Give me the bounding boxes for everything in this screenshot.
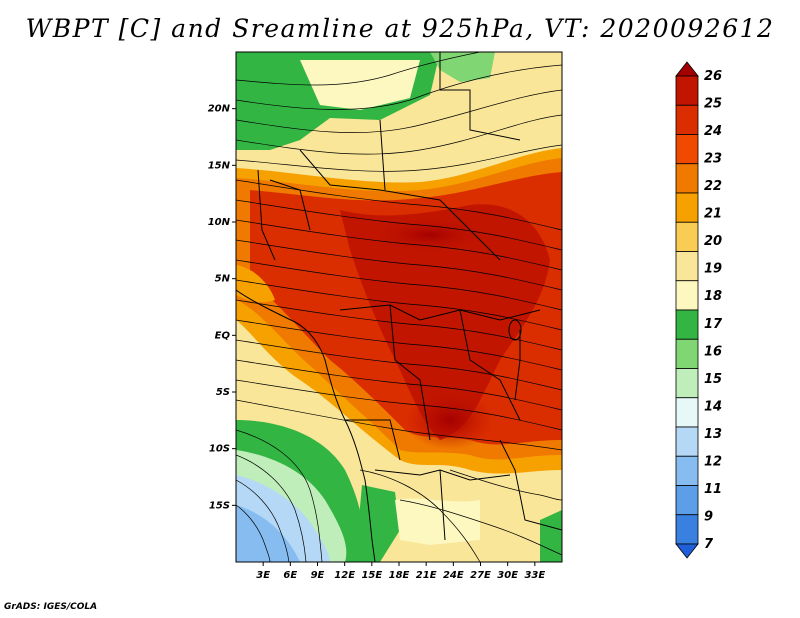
country-borders <box>236 52 562 562</box>
colorbar-swatch <box>675 192 699 223</box>
colorbar-swatch <box>675 134 699 165</box>
colorbar-label: 13 <box>704 427 722 442</box>
colorbar-swatch <box>675 251 699 282</box>
wbpt-field <box>236 52 562 562</box>
colorbar-swatch <box>675 543 699 559</box>
colorbar-swatch <box>675 397 699 428</box>
colorbar-swatch <box>675 514 699 545</box>
colorbar-swatch <box>675 309 699 340</box>
colorbar-label: 12 <box>704 454 722 469</box>
footer-credit: GrADS: IGES/COLA <box>4 602 98 612</box>
colorbar-label: 16 <box>704 344 722 359</box>
lon-tick-label: 33E <box>524 570 545 581</box>
chart-title: WBPT [C] and Sreamline at 925hPa, VT: 20… <box>25 14 775 43</box>
streamlines <box>236 52 562 562</box>
lon-tick-label: 15E <box>361 570 382 581</box>
colorbar-swatch <box>675 368 699 399</box>
lat-tick-label: EQ <box>215 330 231 341</box>
longitude-axis: 3E 6E 9E 12E 15E 18E 21E 24E 27E 30E 33E <box>256 562 545 581</box>
lat-tick-label: 15S <box>209 500 230 511</box>
colorbar-swatch <box>675 485 699 516</box>
lat-tick-label: 20N <box>208 104 231 115</box>
lon-tick-label: 24E <box>443 570 464 581</box>
lon-tick-label: 12E <box>334 570 355 581</box>
lat-tick-label: 5N <box>215 274 231 285</box>
lon-tick-label: 18E <box>389 570 410 581</box>
colorbar-label: 19 <box>704 262 722 277</box>
lon-tick-label: 6E <box>283 570 297 581</box>
lat-tick-label: 10N <box>208 217 231 228</box>
lon-tick-label: 27E <box>470 570 491 581</box>
colorbar-swatch <box>675 75 699 106</box>
colorbar-label: 11 <box>704 482 722 497</box>
lat-tick-label: 10S <box>209 444 230 455</box>
colorbar-label: 21 <box>704 207 722 222</box>
lat-tick-label: 15N <box>208 160 231 171</box>
lon-tick-label: 30E <box>497 570 518 581</box>
lat-tick-label: 5S <box>216 387 230 398</box>
colorbar-swatch <box>675 455 699 486</box>
colorbar-label: 7 <box>704 537 714 552</box>
lon-tick-label: 21E <box>416 570 437 581</box>
colorbar-swatch <box>675 104 699 135</box>
colorbar-label: 24 <box>704 124 722 139</box>
colorbar-swatch <box>675 221 699 252</box>
colorbar-swatch <box>675 280 699 311</box>
colorbar-label: 17 <box>704 317 723 332</box>
colorbar-swatch <box>675 338 699 369</box>
colorbar-swatch <box>675 426 699 457</box>
lon-tick-label: 3E <box>256 570 270 581</box>
lon-tick-label: 9E <box>311 570 325 581</box>
colorbar-label: 18 <box>704 289 722 304</box>
colorbar-label: 14 <box>704 399 722 414</box>
colorbar-label: 23 <box>704 152 722 167</box>
colorbar-label: 26 <box>704 69 722 84</box>
colorbar-label: 25 <box>704 97 722 112</box>
colorbar-swatch <box>675 61 699 77</box>
colorbar-label: 22 <box>704 179 722 194</box>
colorbar-swatch <box>675 163 699 194</box>
colorbar-label: 15 <box>704 372 722 387</box>
lake-victoria <box>508 319 522 341</box>
colorbar-label: 9 <box>704 509 713 524</box>
latitude-axis: 20N 15N 10N 5N EQ 5S 10S 15S <box>208 104 236 511</box>
colorbar-label: 20 <box>704 234 722 249</box>
